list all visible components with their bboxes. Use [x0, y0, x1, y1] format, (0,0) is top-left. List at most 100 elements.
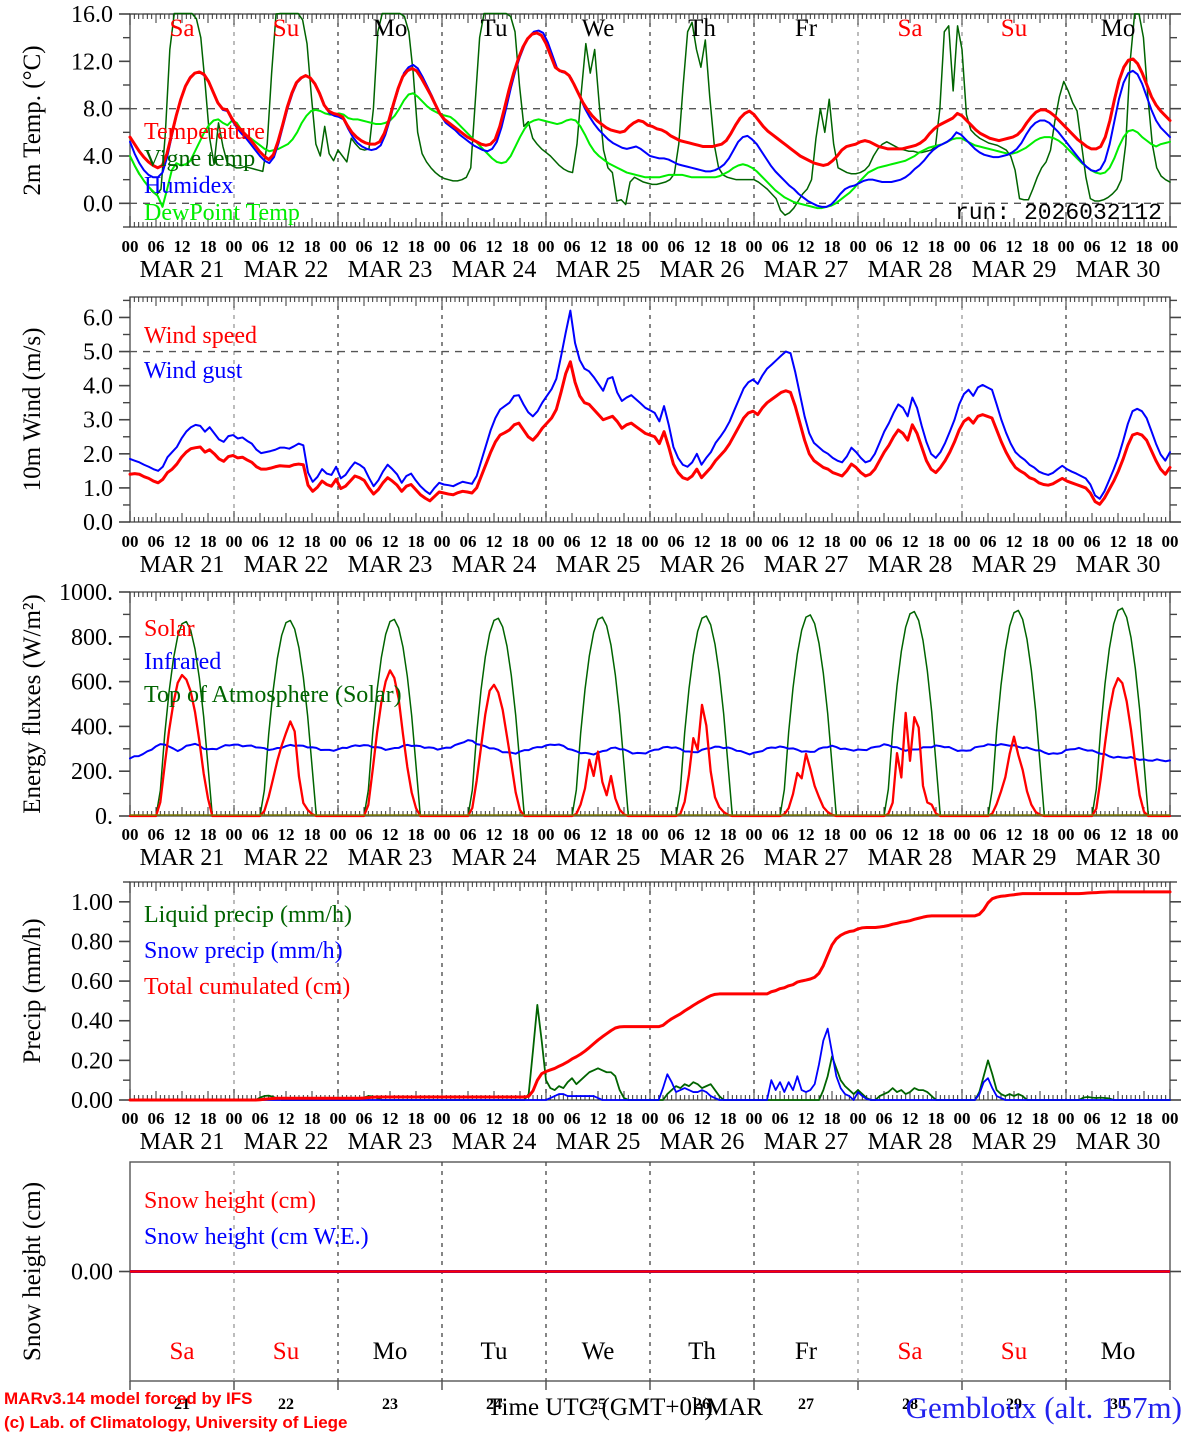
svg-text:MAR 29: MAR 29 [972, 257, 1057, 283]
svg-text:06: 06 [148, 825, 165, 844]
model-credit-line-1: MARv3.14 model forced by IFS [4, 1389, 252, 1408]
svg-text:0.0: 0.0 [83, 510, 113, 536]
station-label: Gembloux (alt. 157m) [906, 1390, 1182, 1425]
svg-text:00: 00 [330, 532, 347, 551]
svg-text:16.0: 16.0 [71, 2, 113, 28]
svg-text:MAR 26: MAR 26 [660, 1129, 745, 1155]
svg-text:Mo: Mo [1101, 1338, 1136, 1365]
svg-text:00: 00 [538, 1109, 555, 1128]
svg-text:12: 12 [174, 237, 191, 256]
svg-text:12: 12 [694, 532, 711, 551]
svg-text:00: 00 [850, 237, 867, 256]
svg-text:06: 06 [252, 825, 269, 844]
svg-text:06: 06 [356, 825, 373, 844]
xaxis-month: MAR [706, 1394, 763, 1421]
svg-text:00: 00 [642, 1109, 659, 1128]
svg-text:00: 00 [954, 532, 971, 551]
svg-text:18: 18 [928, 237, 945, 256]
svg-text:MAR 30: MAR 30 [1076, 257, 1161, 283]
svg-text:Su: Su [273, 1338, 300, 1365]
svg-text:Tu: Tu [481, 1338, 508, 1365]
svg-text:18: 18 [720, 825, 737, 844]
svg-text:Vigne temp: Vigne temp [144, 146, 255, 172]
svg-text:29: 29 [1006, 1396, 1022, 1413]
svg-text:00: 00 [1058, 532, 1075, 551]
svg-text:MAR 21: MAR 21 [140, 845, 225, 871]
model-credit-line-2: (c) Lab. of Climatology, University of L… [4, 1413, 348, 1432]
svg-text:06: 06 [876, 825, 893, 844]
svg-text:18: 18 [720, 1109, 737, 1128]
svg-text:Snow height (cm W.E.): Snow height (cm W.E.) [144, 1224, 369, 1250]
svg-text:Liquid precip (mm/h): Liquid precip (mm/h) [144, 902, 352, 928]
svg-text:00: 00 [434, 825, 451, 844]
svg-text:DewPoint Temp: DewPoint Temp [144, 200, 300, 226]
svg-text:00: 00 [434, 1109, 451, 1128]
svg-text:MAR 30: MAR 30 [1076, 845, 1161, 871]
svg-text:18: 18 [616, 825, 633, 844]
svg-text:00: 00 [1058, 237, 1075, 256]
svg-text:12: 12 [590, 237, 607, 256]
svg-text:06: 06 [460, 1109, 477, 1128]
figure-footer: MARv3.14 model forced by IFS (c) Lab. of … [4, 1389, 1182, 1432]
svg-text:0.80: 0.80 [71, 929, 113, 955]
svg-text:MAR 24: MAR 24 [452, 257, 537, 283]
svg-text:1000.: 1000. [59, 580, 113, 606]
svg-text:18: 18 [304, 237, 321, 256]
svg-text:18: 18 [200, 237, 217, 256]
svg-text:12: 12 [174, 532, 191, 551]
panel-energy-fluxes: 0. 200. 400. 600. 800. 1000. Solar Infrared Top … [19, 580, 1181, 871]
svg-text:00: 00 [538, 237, 555, 256]
svg-text:Th: Th [688, 15, 716, 42]
svg-text:06: 06 [772, 532, 789, 551]
svg-text:18: 18 [512, 825, 529, 844]
svg-text:MAR 28: MAR 28 [868, 845, 953, 871]
svg-text:Temperature: Temperature [144, 119, 265, 145]
svg-text:Sa: Sa [170, 15, 195, 42]
svg-text:06: 06 [668, 825, 685, 844]
svg-text:12: 12 [902, 825, 919, 844]
svg-text:Mo: Mo [373, 15, 408, 42]
svg-text:MAR 23: MAR 23 [348, 845, 433, 871]
svg-text:0.40: 0.40 [71, 1009, 113, 1035]
svg-text:MAR 23: MAR 23 [348, 1129, 433, 1155]
svg-text:00: 00 [122, 825, 139, 844]
svg-text:18: 18 [616, 237, 633, 256]
svg-text:12: 12 [1110, 532, 1127, 551]
svg-text:Snow precip (mm/h): Snow precip (mm/h) [144, 938, 343, 964]
svg-text:18: 18 [824, 237, 841, 256]
svg-text:18: 18 [824, 1109, 841, 1128]
svg-text:18: 18 [408, 532, 425, 551]
svg-text:12: 12 [798, 825, 815, 844]
svg-text:00: 00 [850, 1109, 867, 1128]
svg-text:8.0: 8.0 [83, 97, 113, 123]
svg-text:06: 06 [356, 532, 373, 551]
svg-text:0.00: 0.00 [71, 1260, 113, 1286]
svg-text:4.0: 4.0 [83, 374, 113, 400]
svg-text:26: 26 [694, 1396, 710, 1413]
svg-text:5.0: 5.0 [83, 340, 113, 366]
svg-text:1.00: 1.00 [71, 890, 113, 916]
svg-text:00: 00 [954, 1109, 971, 1128]
panel-precip: 0.00 0.20 0.40 0.60 0.80 1.00 Liquid precip (m… [19, 881, 1181, 1155]
svg-text:MAR 25: MAR 25 [556, 257, 641, 283]
svg-text:18: 18 [304, 825, 321, 844]
svg-text:00: 00 [954, 237, 971, 256]
svg-text:2.0: 2.0 [83, 442, 113, 468]
svg-text:12: 12 [590, 825, 607, 844]
svg-text:600.: 600. [71, 670, 113, 696]
svg-text:MAR 27: MAR 27 [764, 845, 849, 871]
svg-text:MAR 27: MAR 27 [764, 1129, 849, 1155]
svg-text:18: 18 [928, 532, 945, 551]
svg-text:00: 00 [746, 237, 763, 256]
svg-text:MAR 22: MAR 22 [244, 552, 329, 578]
svg-text:Wind gust: Wind gust [144, 358, 243, 384]
svg-text:18: 18 [720, 532, 737, 551]
svg-text:Tu: Tu [481, 15, 508, 42]
svg-text:We: We [582, 1338, 615, 1365]
svg-text:MAR 23: MAR 23 [348, 552, 433, 578]
svg-text:18: 18 [720, 237, 737, 256]
svg-text:Mo: Mo [373, 1338, 408, 1365]
svg-text:00: 00 [434, 532, 451, 551]
svg-text:00: 00 [330, 825, 347, 844]
